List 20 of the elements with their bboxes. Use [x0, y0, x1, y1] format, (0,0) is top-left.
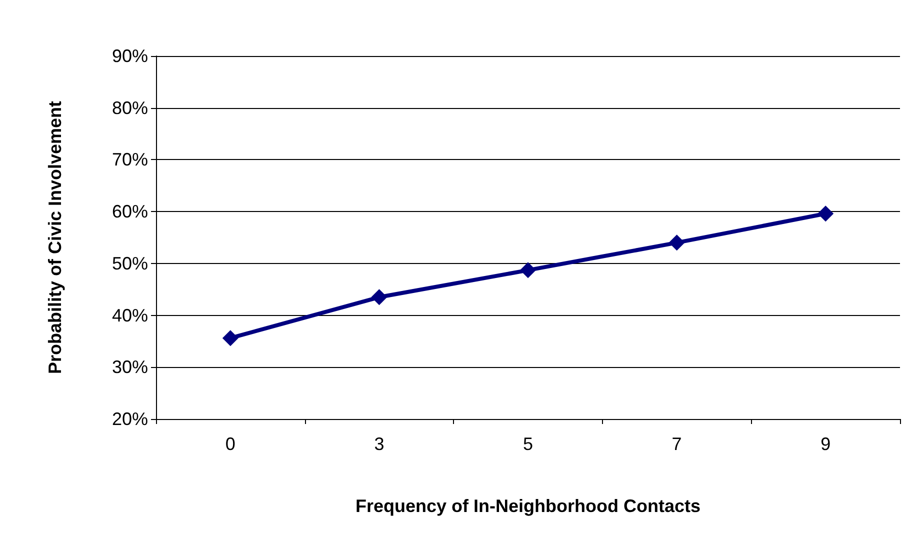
- y-tick-label: 70%: [112, 150, 148, 170]
- point: [371, 289, 388, 306]
- x-tick-label: 3: [374, 434, 384, 454]
- y-tick-label: 60%: [112, 202, 148, 222]
- y-tick-label: 50%: [112, 253, 148, 274]
- x-tick-label: 0: [225, 434, 236, 454]
- y-tick-label: 30%: [112, 357, 148, 378]
- point: [818, 206, 834, 222]
- point: [520, 262, 536, 278]
- x-axis-title: Frequency of In-Neighborhood Contacts: [356, 496, 700, 516]
- point: [222, 330, 238, 346]
- y-tick-label: 40%: [112, 305, 148, 326]
- y-tick-label: 80%: [112, 98, 148, 118]
- x-tick-label: 5: [522, 434, 534, 454]
- x-tick-label: 9: [820, 434, 831, 454]
- point: [668, 234, 685, 251]
- y-tick-label: 90%: [112, 46, 148, 66]
- x-tick-label: 7: [672, 434, 682, 454]
- y-tick-label: 20%: [112, 409, 148, 429]
- y-axis-title: Probability of Civic Involvement: [45, 100, 65, 374]
